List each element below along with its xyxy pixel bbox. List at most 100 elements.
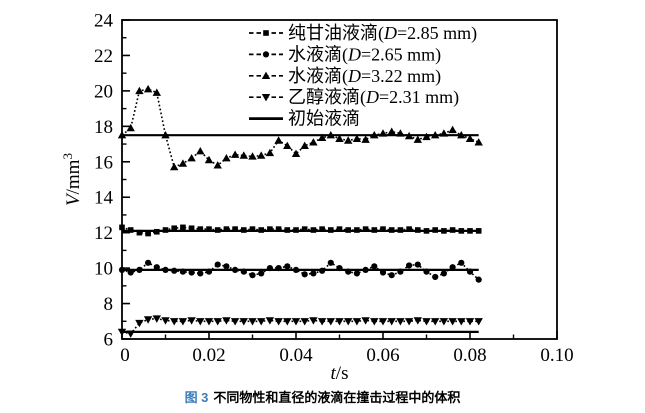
y-axis-label: V/mm3 bbox=[60, 153, 84, 206]
marker-triangle-down bbox=[170, 318, 179, 326]
marker-square bbox=[136, 229, 143, 236]
marker-square bbox=[206, 226, 212, 232]
y-tick-label: 24 bbox=[94, 11, 114, 32]
marker-square bbox=[171, 225, 177, 232]
marker-square bbox=[263, 30, 269, 36]
marker-triangle-down bbox=[300, 318, 309, 326]
marker-circle bbox=[136, 266, 143, 273]
marker-triangle-down bbox=[187, 317, 196, 325]
legend-entry-4: 初始液滴 bbox=[249, 109, 360, 129]
marker-circle bbox=[406, 262, 413, 269]
marker-circle bbox=[353, 270, 360, 277]
marker-square bbox=[180, 224, 186, 231]
marker-triangle-up bbox=[257, 151, 266, 159]
marker-circle bbox=[475, 276, 482, 283]
marker-circle bbox=[145, 259, 152, 266]
marker-triangle-up bbox=[135, 86, 144, 95]
marker-circle bbox=[266, 265, 273, 272]
marker-triangle-up bbox=[326, 130, 335, 139]
marker-circle bbox=[414, 261, 421, 268]
marker-circle bbox=[449, 264, 456, 271]
x-tick-label: 0.10 bbox=[540, 345, 573, 366]
marker-triangle-up bbox=[361, 135, 370, 143]
marker-triangle-up bbox=[457, 130, 466, 139]
marker-circle bbox=[232, 266, 239, 273]
marker-square bbox=[293, 227, 299, 233]
marker-square bbox=[380, 226, 386, 232]
marker-triangle-up bbox=[170, 162, 179, 171]
marker-circle bbox=[284, 263, 291, 270]
y-tick-label: 20 bbox=[94, 81, 113, 102]
marker-circle bbox=[319, 267, 326, 274]
marker-triangle-down bbox=[344, 318, 353, 326]
marker-circle bbox=[258, 270, 265, 277]
marker-triangle-down bbox=[465, 318, 475, 326]
marker-triangle-up bbox=[187, 154, 196, 162]
marker-circle bbox=[249, 272, 256, 279]
marker-circle bbox=[223, 263, 230, 270]
marker-triangle-down bbox=[265, 317, 275, 325]
marker-square bbox=[249, 226, 256, 232]
marker-triangle-down bbox=[178, 318, 188, 326]
marker-triangle-down bbox=[230, 318, 240, 326]
marker-triangle-down bbox=[352, 318, 362, 326]
marker-triangle-up bbox=[283, 141, 292, 150]
legend-label: 水液滴(D=3.22 mm) bbox=[288, 66, 441, 87]
y-tick-label: 22 bbox=[94, 46, 113, 67]
marker-triangle-up bbox=[152, 88, 161, 96]
marker-triangle-up bbox=[422, 132, 431, 141]
marker-circle bbox=[205, 268, 213, 275]
marker-square bbox=[388, 227, 395, 233]
legend-entry-3: 乙醇液滴(D=2.31 mm) bbox=[249, 87, 459, 108]
x-tick-label: 0.08 bbox=[453, 345, 486, 366]
y-tick-label: 14 bbox=[94, 188, 114, 209]
marker-square bbox=[467, 228, 473, 234]
marker-circle bbox=[153, 264, 160, 271]
marker-square bbox=[154, 228, 160, 235]
series-triangle-down bbox=[117, 315, 483, 338]
marker-circle bbox=[240, 268, 247, 275]
marker-triangle-up bbox=[230, 150, 240, 158]
y-tick-label: 16 bbox=[94, 152, 113, 173]
marker-triangle-up bbox=[387, 127, 396, 135]
marker-triangle-up bbox=[413, 135, 422, 143]
marker-triangle-down bbox=[378, 318, 388, 326]
marker-triangle-up bbox=[161, 130, 170, 139]
marker-triangle-down bbox=[422, 318, 431, 326]
marker-square bbox=[432, 227, 438, 233]
marker-circle bbox=[179, 268, 186, 275]
y-tick-label: 8 bbox=[104, 294, 114, 315]
marker-triangle-up bbox=[404, 131, 414, 140]
figure-title: 不同物性和直径的液滴在撞击过程中的体积 bbox=[213, 390, 461, 405]
marker-square bbox=[336, 226, 343, 232]
marker-triangle-down bbox=[309, 317, 318, 325]
legend-label: 初始液滴 bbox=[288, 109, 360, 129]
marker-circle bbox=[466, 268, 474, 275]
marker-triangle-down bbox=[326, 318, 335, 326]
marker-square bbox=[423, 228, 430, 234]
series-triangle-up bbox=[117, 84, 483, 171]
marker-triangle-down bbox=[387, 318, 396, 326]
marker-circle bbox=[214, 261, 221, 268]
marker-square bbox=[319, 226, 325, 232]
marker-triangle-up bbox=[474, 138, 483, 146]
marker-triangle-down bbox=[317, 318, 327, 326]
marker-triangle-down bbox=[404, 318, 414, 326]
marker-triangle-up bbox=[196, 146, 205, 155]
marker-triangle-up bbox=[300, 141, 309, 150]
marker-circle bbox=[292, 266, 300, 273]
marker-triangle-down bbox=[261, 94, 271, 102]
figure-caption: 图 3 不同物性和直径的液滴在撞击过程中的体积 bbox=[0, 390, 645, 406]
marker-circle bbox=[379, 269, 387, 276]
marker-triangle-up bbox=[448, 125, 457, 134]
marker-circle bbox=[440, 270, 447, 277]
marker-square bbox=[275, 226, 282, 232]
marker-triangle-down bbox=[457, 318, 466, 326]
marker-square bbox=[397, 227, 404, 233]
y-tick-label: 6 bbox=[104, 330, 114, 351]
marker-triangle-up bbox=[309, 138, 318, 146]
marker-circle bbox=[310, 270, 317, 277]
marker-triangle-up bbox=[126, 123, 135, 132]
legend-entry-2: 水液滴(D=3.22 mm) bbox=[249, 66, 441, 87]
